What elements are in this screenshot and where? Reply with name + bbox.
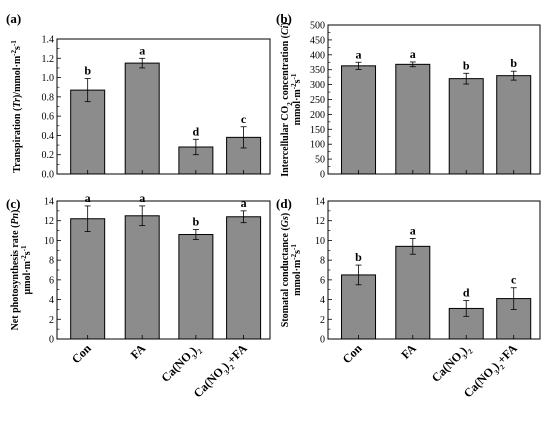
panel-letter: (d) [276,196,292,211]
y-tick-label: 500 [310,21,325,32]
panel-0: (a) b a d c 0.0 0.2 0.4 0.6 0.8 1.0 1.2 1.4 Transpira… [6,11,271,181]
y-tick-label: 200 [310,110,325,121]
y-tick-label: 10 [44,236,54,247]
panel-2: (c) a a b a 0 2 4 6 8 10 12 14 Net photosynthesis rat… [6,191,271,400]
y-tick-label: 0.8 [42,92,55,103]
bar [448,78,484,175]
y-tick-label: 12 [315,216,325,227]
y-tick-label: 2 [320,315,325,326]
significance-letter: a [410,47,416,61]
x-category-label: Con [69,341,94,366]
y-tick-label: 350 [310,65,325,76]
significance-letter: a [356,47,362,61]
y-tick-label: 6 [49,275,54,286]
y-tick-label: 2 [49,315,54,326]
significance-letter: b [193,215,200,229]
bar [124,215,160,340]
y-tick-label: 50 [315,155,325,166]
bar [124,62,160,175]
x-category-label: Ca(NO3)2 [429,341,475,387]
significance-letter: d [193,124,200,138]
y-tick-label: 6 [320,275,325,286]
significance-letter: b [463,58,470,72]
y-tick-label: 0 [49,335,54,346]
panel-3: (d) b a d c 0 2 4 6 8 10 12 14 Stomatal conductance (… [276,196,541,400]
significance-letter: c [241,112,247,126]
significance-letter: a [139,191,145,205]
bar [226,216,262,340]
y-axis-label-units: mmol·m-2s-1 [290,244,303,296]
y-axis-label: Stomatal conductance (Gs) [280,213,291,327]
y-tick-label: 1.0 [42,73,55,84]
significance-letter: a [139,43,145,57]
y-tick-label: 450 [310,35,325,46]
y-tick-label: 400 [310,50,325,61]
x-category-label: Ca(NO3)2 [158,341,204,387]
y-axis-label-units: mmol·m-2s-1 [290,73,303,125]
y-tick-label: 250 [310,95,325,106]
y-tick-label: 1.4 [42,35,55,46]
y-axis-label-units: μmol·m-2s-1 [20,245,33,295]
bar [70,218,106,340]
panel-letter: (b) [276,11,292,26]
y-tick-label: 0.6 [42,112,55,123]
bar [496,75,532,175]
y-tick-label: 12 [44,216,54,227]
y-tick-label: 14 [44,197,54,208]
y-tick-label: 8 [49,256,54,267]
panel-1: (b) a a b b 0 50 100 150 200 250 300 350 400 450 500 Int… [276,11,541,181]
significance-letter: b [510,56,517,70]
y-tick-label: 14 [315,197,325,208]
significance-letter: a [410,223,416,237]
y-tick-label: 150 [310,125,325,136]
significance-letter: b [84,64,91,78]
panel-letter: (a) [6,11,21,26]
bar [70,89,106,175]
y-tick-label: 0.4 [42,131,55,142]
y-tick-label: 100 [310,140,325,151]
x-category-label: Con [340,341,365,366]
significance-letter: d [463,286,470,300]
y-tick-label: 1.2 [42,54,55,65]
y-tick-label: 300 [310,80,325,91]
y-tick-label: 0.2 [42,150,55,161]
significance-letter: b [355,250,362,264]
y-tick-label: 0.0 [42,170,55,181]
y-tick-label: 0 [320,335,325,346]
significance-letter: a [241,196,247,210]
y-axis-label: Net photosynthesis rate (Pn) [10,210,21,331]
significance-letter: c [511,273,517,287]
bar [178,234,214,340]
y-tick-label: 4 [49,295,54,306]
panel-letter: (c) [6,196,20,211]
bar [341,274,377,340]
x-category-label: FA [128,341,149,362]
x-category-label: FA [398,341,419,362]
y-tick-label: 10 [315,236,325,247]
bar [395,63,431,175]
y-axis-label: Transpiration (Tr)/mmol·m-2s-1 [10,40,23,173]
significance-letter: a [85,191,91,205]
y-tick-label: 0 [320,170,325,181]
bar [341,65,377,175]
y-tick-label: 4 [320,295,325,306]
bar [395,245,431,340]
y-axis-label: Intercellular CO2 concentration (Ci) [280,22,294,177]
y-tick-label: 8 [320,256,325,267]
